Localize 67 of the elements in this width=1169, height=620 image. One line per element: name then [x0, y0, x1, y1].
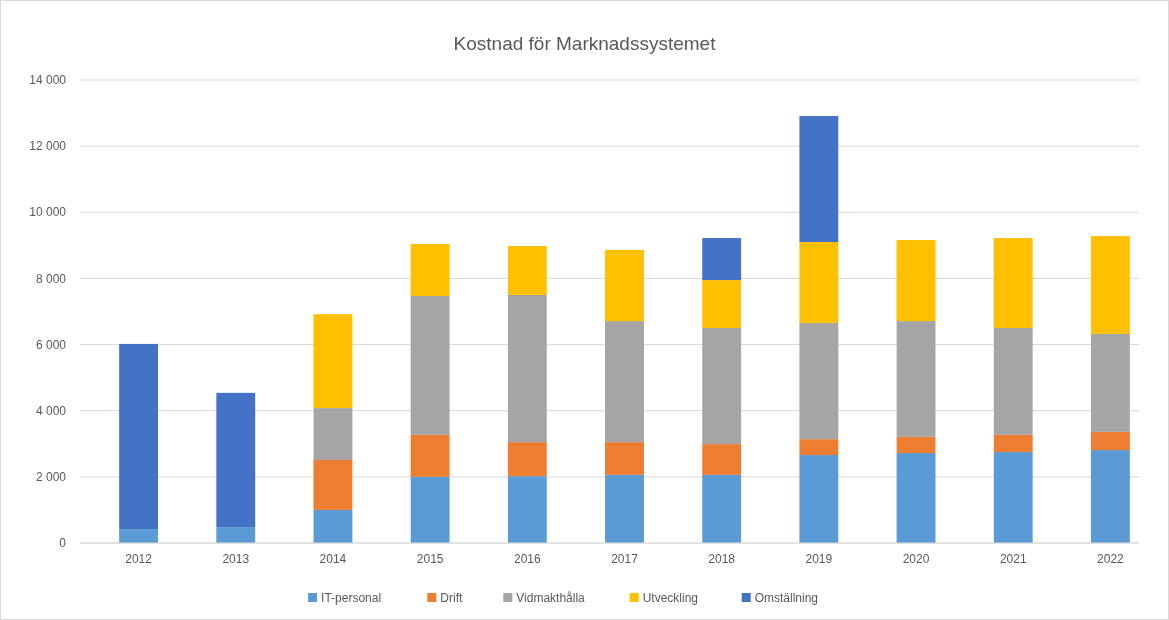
x-tick-label: 2016	[513, 552, 541, 566]
x-tick-label: 2021	[999, 552, 1027, 566]
legend-label: Drift	[440, 591, 463, 605]
bar	[216, 392, 256, 528]
legend-label: Vidmakthålla	[516, 591, 586, 605]
bar	[313, 509, 353, 543]
bar	[702, 474, 742, 543]
bar	[1090, 431, 1130, 451]
bar	[702, 328, 742, 445]
bar	[1090, 333, 1130, 432]
bar	[799, 323, 839, 440]
bar	[799, 455, 839, 543]
bar	[993, 434, 1033, 453]
x-tick-label: 2014	[319, 552, 347, 566]
y-tick-label: 10 000	[29, 205, 67, 220]
bar	[507, 246, 547, 295]
bar	[410, 434, 450, 477]
bar	[507, 476, 547, 543]
bar	[896, 321, 936, 437]
y-tick-label: 0	[59, 536, 67, 551]
x-tick-label: 2012	[125, 552, 153, 566]
y-tick-label: 2 000	[35, 470, 67, 485]
bar	[1090, 236, 1130, 334]
bar	[313, 459, 353, 510]
bar	[119, 343, 159, 530]
y-tick-label: 14 000	[29, 73, 67, 88]
bar	[896, 240, 936, 322]
bar	[119, 529, 159, 543]
x-tick-label: 2015	[416, 552, 444, 566]
y-tick-label: 12 000	[29, 139, 67, 154]
bar	[507, 294, 547, 443]
y-tick-label: 4 000	[35, 403, 67, 418]
y-tick-label: 6 000	[35, 337, 67, 352]
bar	[799, 439, 839, 456]
bar	[410, 244, 450, 296]
bar	[1090, 450, 1130, 543]
legend-label: IT-personal	[321, 591, 382, 605]
x-tick-label: 2017	[611, 552, 639, 566]
bar	[993, 238, 1033, 329]
legend-label: Utveckling	[642, 591, 699, 605]
bar	[993, 452, 1033, 543]
bar	[605, 474, 644, 543]
bar	[896, 436, 936, 454]
legend-label: Omställning	[754, 591, 819, 605]
x-tick-label: 2020	[902, 552, 930, 566]
x-tick-label: 2022	[1097, 552, 1125, 566]
bar	[216, 527, 256, 543]
bar	[605, 321, 644, 443]
bar	[605, 249, 644, 322]
bar	[410, 476, 450, 543]
chart-title: Kostnad för Marknadssystemet	[453, 33, 717, 54]
bar	[702, 280, 742, 329]
bar	[313, 314, 353, 409]
bar	[605, 442, 644, 475]
bar	[507, 442, 547, 477]
bar	[799, 116, 839, 243]
y-tick-label: 8 000	[35, 271, 67, 286]
bar	[702, 238, 742, 281]
x-tick-label: 2013	[222, 552, 250, 566]
bar	[799, 242, 839, 324]
x-tick-label: 2018	[708, 552, 736, 566]
bar	[993, 328, 1033, 435]
bar	[313, 408, 353, 460]
bar	[410, 295, 450, 435]
x-tick-label: 2019	[805, 552, 833, 566]
bar	[896, 453, 936, 543]
bar	[702, 444, 742, 475]
